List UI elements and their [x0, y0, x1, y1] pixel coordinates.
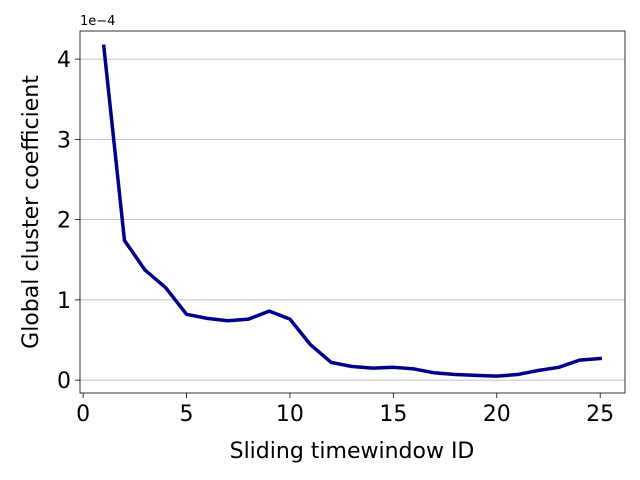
- x-tick-label: 20: [483, 402, 511, 427]
- y-tick-label: 4: [57, 48, 71, 73]
- y-axis-label: Global cluster coefficient: [19, 75, 44, 349]
- y-tick-label: 0: [57, 369, 71, 394]
- x-tick-label: 0: [76, 402, 90, 427]
- y-tick-label: 2: [57, 209, 71, 234]
- x-tick-label: 15: [379, 402, 407, 427]
- offset-text: 1e−4: [80, 14, 115, 29]
- x-tick-label: 10: [276, 402, 304, 427]
- x-tick-label: 5: [180, 402, 194, 427]
- y-tick-label: 1: [57, 289, 71, 314]
- x-axis-label: Sliding timewindow ID: [230, 439, 475, 464]
- line: [101, 44, 603, 378]
- plot-frame: [79, 30, 626, 394]
- y-tick-label: 3: [57, 128, 71, 153]
- x-tick-label: 25: [586, 402, 614, 427]
